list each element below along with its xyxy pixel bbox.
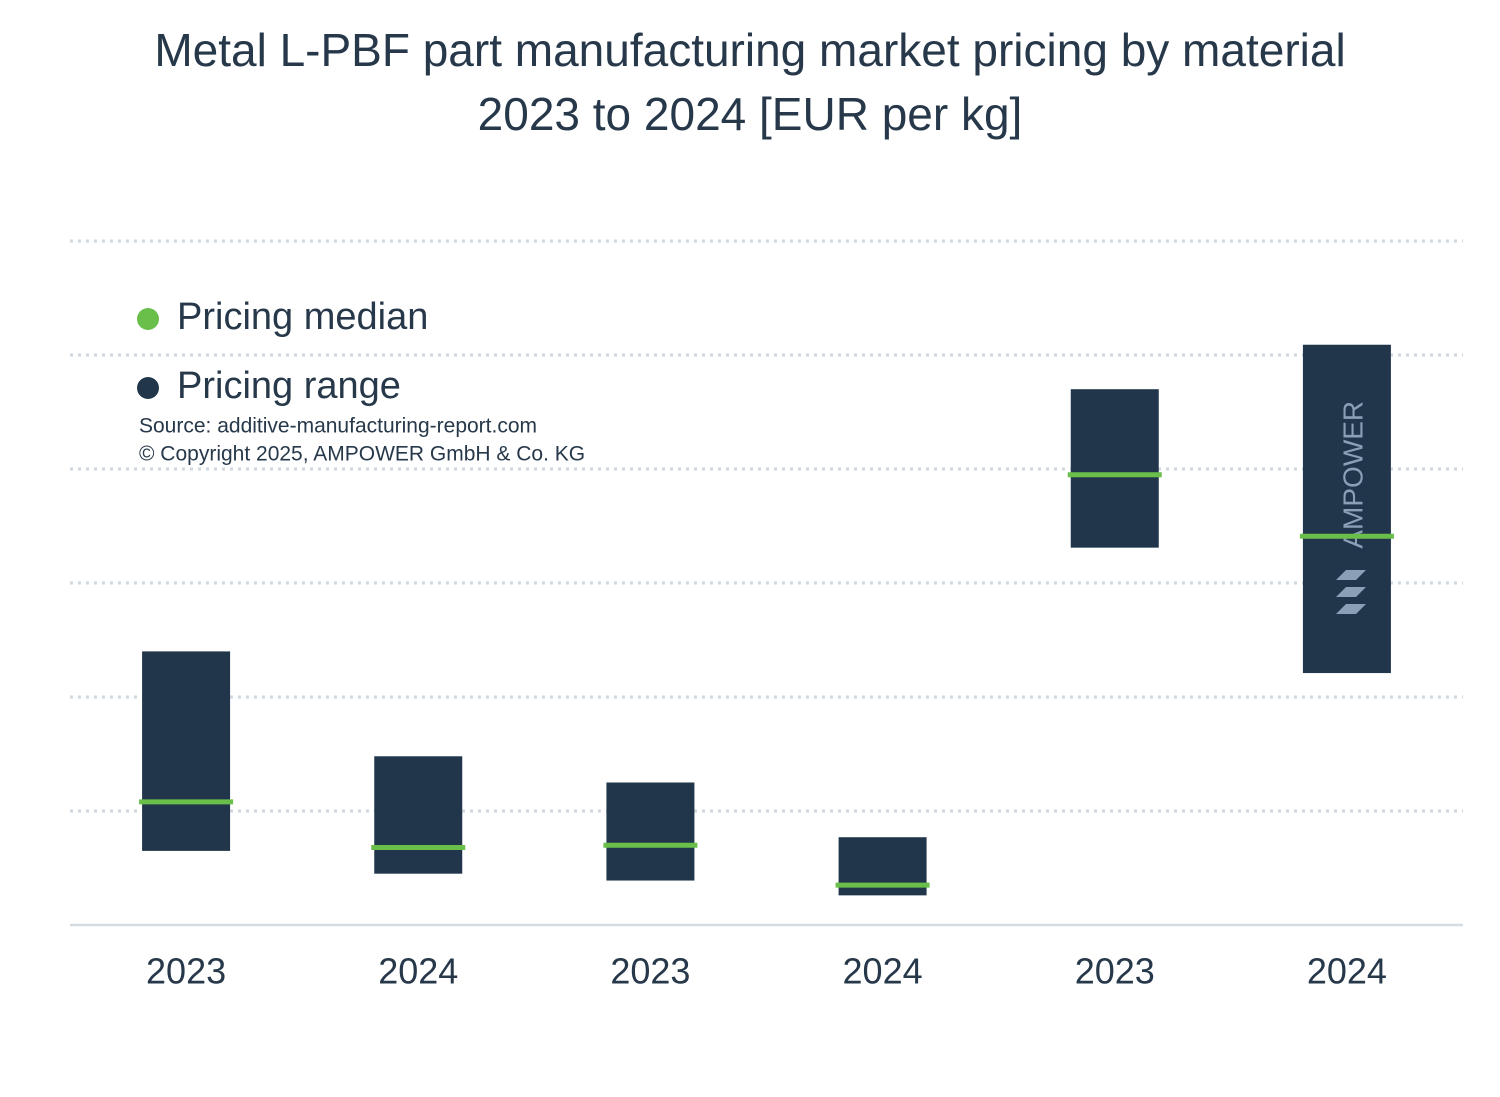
range-bar — [374, 756, 463, 874]
legend-label: Pricing range — [177, 365, 401, 407]
copyright-note: © Copyright 2025, AMPOWER GmbH & Co. KG — [139, 443, 585, 466]
range-bar — [142, 651, 231, 851]
x-tick-label: 2023 — [1075, 951, 1155, 992]
watermark-logo — [1336, 587, 1366, 597]
legend-swatch — [137, 377, 159, 399]
x-tick-label: 2023 — [610, 951, 690, 992]
range-bar — [606, 782, 695, 881]
legend: Pricing median Pricing range — [137, 296, 428, 407]
watermark-logo — [1336, 570, 1366, 580]
range-bar — [1070, 389, 1159, 548]
chart-subtitle: 2023 to 2024 [EUR per kg] — [478, 88, 1023, 140]
x-tick-label: 2024 — [378, 951, 458, 992]
range-bar — [1302, 344, 1391, 674]
legend-swatch — [137, 308, 159, 330]
x-tick-label: 2024 — [843, 951, 923, 992]
plot-area: 2023 2024 2023 2024 2023 AMPOWER 2024 — [70, 239, 1463, 992]
chart-title: Metal L-PBF part manufacturing market pr… — [154, 24, 1345, 76]
x-tick-label: 2023 — [146, 951, 226, 992]
source-note: Source: additive-manufacturing-report.co… — [139, 415, 537, 438]
watermark-logo — [1336, 604, 1366, 614]
legend-label: Pricing median — [177, 296, 428, 338]
watermark-text: AMPOWER — [1337, 401, 1368, 549]
watermark: AMPOWER — [1336, 401, 1368, 614]
x-tick-label: 2024 — [1307, 951, 1387, 992]
